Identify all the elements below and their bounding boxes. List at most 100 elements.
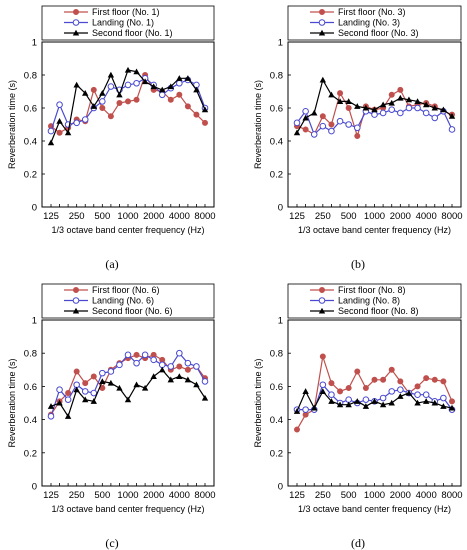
data-point xyxy=(184,359,192,367)
x-axis-label: 1/3 octave band center frequency (Hz) xyxy=(298,504,451,514)
data-point xyxy=(176,79,183,87)
plot-area xyxy=(287,41,462,208)
data-point xyxy=(124,66,132,73)
x-tick-label: 8000 xyxy=(441,211,462,222)
data-point xyxy=(56,129,63,136)
data-point xyxy=(422,398,430,404)
data-point xyxy=(184,75,192,81)
data-point xyxy=(90,389,98,397)
y-tick-label: 0 xyxy=(278,482,283,493)
data-point xyxy=(107,71,115,78)
data-point xyxy=(302,126,309,133)
data-point xyxy=(422,101,430,108)
data-point xyxy=(379,401,387,408)
data-point xyxy=(405,96,413,103)
y-tick-label: 0 xyxy=(278,203,283,214)
data-point xyxy=(397,109,404,117)
data-point xyxy=(81,388,89,395)
data-point xyxy=(133,68,140,75)
x-tick-label: 250 xyxy=(315,211,331,222)
data-point xyxy=(371,398,378,404)
data-point xyxy=(90,103,97,109)
data-point xyxy=(176,91,183,98)
data-point xyxy=(167,363,175,370)
x-tick-label: 8000 xyxy=(441,490,462,501)
panel-caption: (a) xyxy=(105,257,118,271)
data-point xyxy=(133,351,140,358)
data-point xyxy=(405,389,413,396)
data-point xyxy=(167,96,174,103)
x-axis-label: 1/3 octave band center frequency (Hz) xyxy=(51,225,204,235)
data-point xyxy=(319,388,327,394)
x-tick-label: 250 xyxy=(69,211,85,222)
data-point xyxy=(336,98,344,104)
data-point xyxy=(47,412,55,420)
x-tick-label: 500 xyxy=(341,490,357,501)
data-point xyxy=(423,375,430,382)
plot-area xyxy=(41,319,215,487)
y-tick-label: 0.8 xyxy=(270,349,283,360)
legend-entry: Landing (No. 3) xyxy=(338,18,400,28)
x-tick-label: 4000 xyxy=(416,490,437,501)
chart-panel: 0 0.2 0.4 0.6 0.8 1 125 250 500 1000 2000 4000 8000 1… xyxy=(253,283,463,550)
series xyxy=(47,366,209,419)
data-point xyxy=(362,104,370,111)
data-point xyxy=(82,89,89,96)
data-point xyxy=(328,398,335,404)
data-point xyxy=(99,89,106,96)
data-point xyxy=(73,81,80,88)
y-axis-label: Reverberation time (s) xyxy=(7,358,17,447)
data-point xyxy=(47,127,55,135)
legend-entry: Second floor (No. 3) xyxy=(338,28,419,38)
y-tick-label: 0.8 xyxy=(270,71,283,82)
data-point xyxy=(116,91,123,98)
data-point xyxy=(371,111,378,118)
x-tick-label: 1000 xyxy=(364,211,385,222)
data-point xyxy=(336,117,344,125)
data-point xyxy=(319,113,326,120)
x-tick-label: 125 xyxy=(289,490,305,501)
data-point xyxy=(64,129,72,136)
data-point xyxy=(319,122,327,130)
data-point xyxy=(99,98,106,105)
data-point xyxy=(379,394,387,402)
legend-entry: First floor (No. 6) xyxy=(92,285,160,295)
y-tick-label: 0.6 xyxy=(24,382,37,393)
data-point xyxy=(293,119,301,127)
y-tick-label: 1 xyxy=(278,38,283,49)
y-tick-label: 0.6 xyxy=(24,104,37,115)
data-point xyxy=(362,385,369,392)
legend: First floor (No. 6)Landing (No. 6)Second… xyxy=(41,283,215,319)
data-point xyxy=(107,368,115,375)
data-point xyxy=(201,378,209,385)
legend-marker xyxy=(318,297,326,304)
legend-marker xyxy=(318,307,326,314)
data-point xyxy=(116,384,123,391)
panel-caption: (b) xyxy=(351,257,365,271)
data-point xyxy=(440,394,447,402)
data-point xyxy=(201,394,209,401)
x-tick-label: 2000 xyxy=(143,211,164,222)
y-axis-label: Reverberation time (s) xyxy=(7,80,17,169)
data-point xyxy=(302,388,309,394)
x-tick-label: 4000 xyxy=(416,211,437,222)
data-point xyxy=(150,356,157,364)
data-point xyxy=(293,129,301,136)
data-point xyxy=(336,401,344,408)
y-tick-label: 0.2 xyxy=(24,448,37,459)
data-point xyxy=(431,376,438,383)
legend: First floor (No. 1)Landing (No. 1)Second… xyxy=(41,5,215,41)
data-point xyxy=(448,113,456,119)
data-point xyxy=(337,90,344,97)
data-point xyxy=(90,373,97,380)
x-tick-label: 2000 xyxy=(390,211,411,222)
data-point xyxy=(141,351,149,359)
data-point xyxy=(82,380,89,387)
data-point xyxy=(125,98,132,105)
series-line xyxy=(50,69,206,143)
legend-marker xyxy=(72,29,80,36)
legend-marker xyxy=(72,19,80,26)
data-point xyxy=(448,404,456,411)
y-tick-label: 1 xyxy=(32,38,37,49)
